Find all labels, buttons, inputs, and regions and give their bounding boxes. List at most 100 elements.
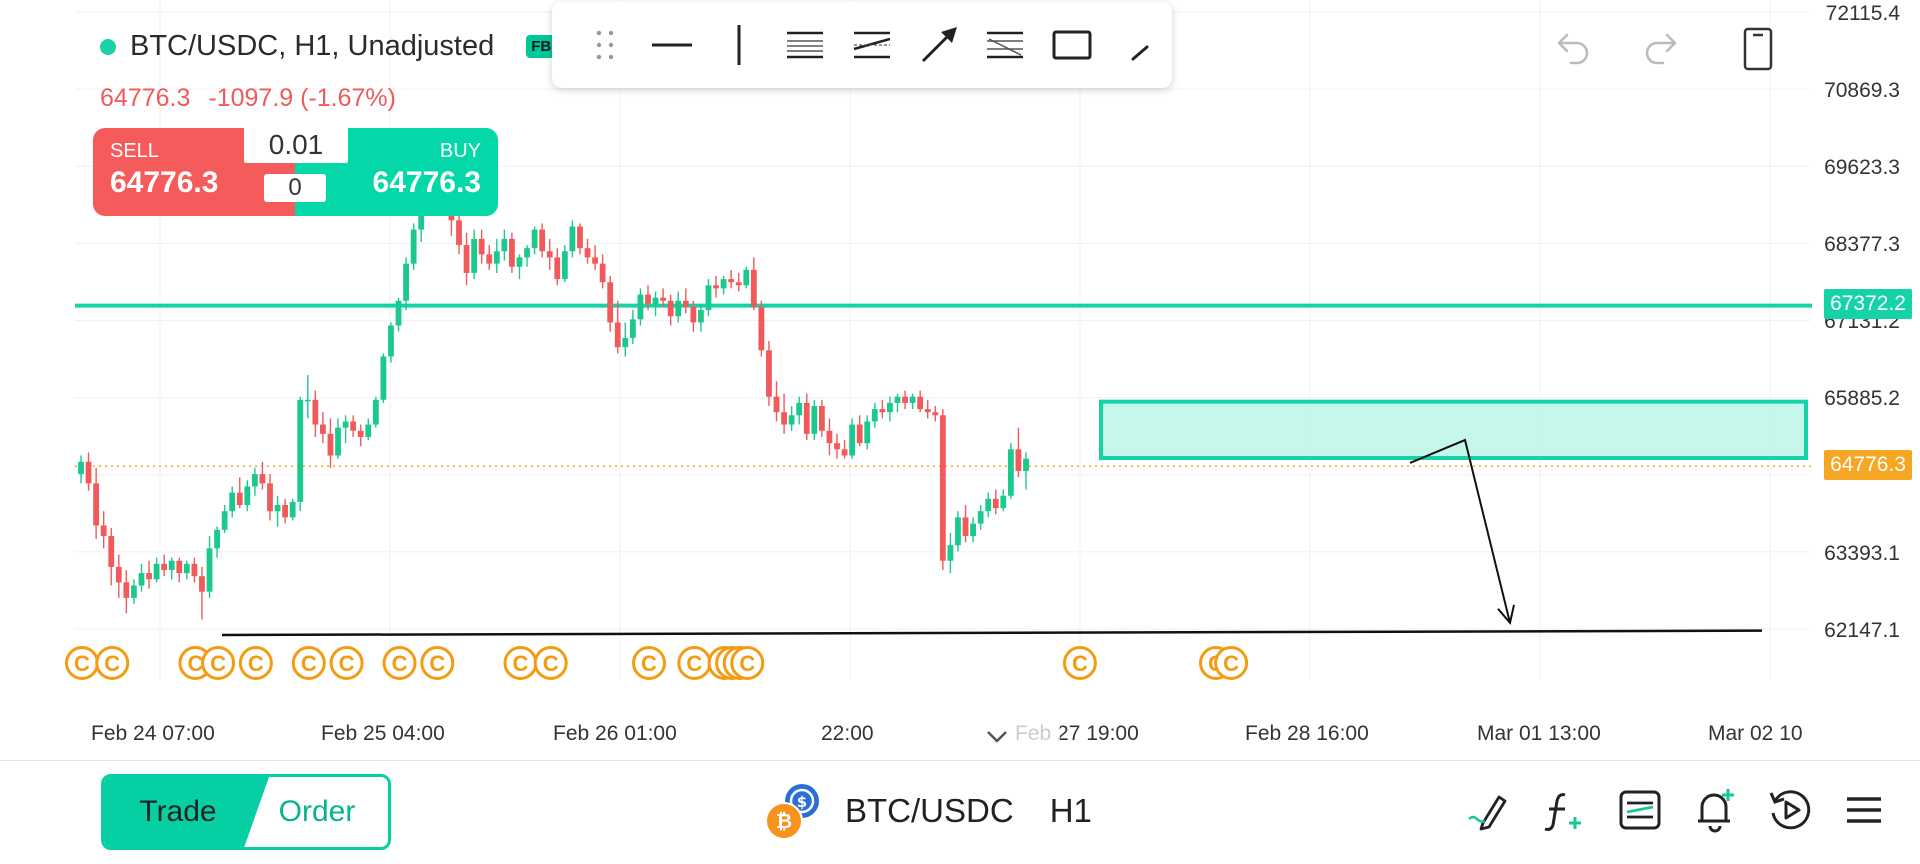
candle-body bbox=[743, 269, 750, 286]
candle-body bbox=[871, 409, 878, 422]
candle-body bbox=[236, 492, 243, 506]
candle-body bbox=[577, 226, 583, 249]
candle-body bbox=[199, 576, 205, 592]
candle-body bbox=[834, 443, 840, 450]
candle-body bbox=[320, 424, 326, 434]
horizontal-line-icon[interactable] bbox=[639, 10, 706, 80]
candle-body bbox=[123, 582, 130, 598]
candle-body bbox=[902, 396, 908, 403]
event-marker-letter: C bbox=[543, 651, 559, 676]
replay-icon[interactable] bbox=[1764, 784, 1816, 836]
symbol-title[interactable]: BTC/USDC, H1, Unadjusted FB bbox=[100, 30, 557, 63]
candle-body bbox=[410, 229, 417, 264]
chart-area[interactable]: CCCCCCCCCCCCCCCCCCCC BTC/USDC, H1, Unadj… bbox=[0, 0, 1920, 760]
event-marker-letter: C bbox=[339, 651, 355, 676]
candle-body bbox=[176, 560, 183, 574]
price-label: 70869.3 bbox=[1824, 79, 1900, 102]
last-price: 64776.3 bbox=[100, 84, 191, 112]
drag-handle-icon[interactable] bbox=[572, 10, 639, 80]
indicators-icon[interactable] bbox=[1538, 784, 1590, 836]
support-line bbox=[221, 629, 1763, 637]
supply-zone-rectangle bbox=[1099, 399, 1808, 460]
candle-body bbox=[849, 424, 856, 456]
candle-body bbox=[304, 399, 311, 402]
sell-button[interactable]: SELL 64776.3 bbox=[93, 128, 295, 216]
candle-body bbox=[501, 238, 508, 252]
horizontal-line-price-tag[interactable]: 67372.2 bbox=[1824, 289, 1912, 319]
lot-size-input[interactable]: 0.01 bbox=[244, 127, 348, 163]
candle-body bbox=[977, 511, 984, 524]
candle-body bbox=[841, 449, 848, 456]
trend-channel-icon[interactable] bbox=[839, 10, 906, 80]
candle-body bbox=[569, 226, 576, 252]
event-marker bbox=[382, 646, 417, 680]
event-marker-letter: C bbox=[1223, 651, 1239, 676]
candle-body bbox=[781, 412, 787, 425]
candle-body bbox=[524, 248, 530, 258]
timeframe-selector[interactable]: H1 bbox=[1049, 792, 1092, 829]
candle-body bbox=[667, 300, 674, 317]
chevron-down-icon[interactable] bbox=[985, 728, 1009, 749]
arrow-icon[interactable] bbox=[905, 10, 972, 80]
candle-body bbox=[1015, 449, 1022, 471]
candle-body bbox=[546, 251, 553, 258]
candle-body bbox=[327, 433, 334, 456]
candle-body bbox=[493, 251, 500, 264]
fb-badge[interactable]: FB bbox=[526, 35, 557, 58]
trade-tab-background bbox=[104, 777, 269, 847]
candle-body bbox=[312, 399, 319, 425]
candle-body bbox=[516, 257, 523, 267]
candle-body bbox=[629, 319, 636, 338]
price-chart[interactable]: CCCCCCCCCCCCCCCCCCCC bbox=[0, 0, 1920, 760]
price-label: 69623.3 bbox=[1824, 156, 1900, 179]
fib-retracement-icon[interactable] bbox=[972, 10, 1039, 80]
candle-body bbox=[395, 300, 402, 326]
alerts-icon[interactable] bbox=[1689, 784, 1741, 836]
candle-body bbox=[153, 563, 160, 580]
candle-body bbox=[660, 297, 667, 301]
candle-body bbox=[698, 310, 704, 323]
event-marker-letter: C bbox=[74, 651, 90, 676]
rectangle-icon[interactable] bbox=[1039, 10, 1106, 80]
event-marker bbox=[291, 646, 326, 680]
symbol-selector[interactable]: $ ₿ BTC/USDC H1 bbox=[765, 782, 1092, 840]
tab-order[interactable]: Order bbox=[278, 795, 356, 828]
candle-body bbox=[85, 461, 92, 484]
candle-body bbox=[486, 254, 493, 264]
candle-body bbox=[1023, 458, 1029, 471]
undo-icon[interactable] bbox=[1548, 24, 1598, 74]
portrait-screen-icon[interactable] bbox=[1733, 24, 1783, 74]
event-marker-letter: C bbox=[187, 651, 203, 676]
candle-body bbox=[138, 573, 145, 586]
candle-body bbox=[856, 424, 863, 444]
candle-body bbox=[509, 238, 515, 267]
redo-icon[interactable] bbox=[1636, 24, 1686, 74]
candle-body bbox=[932, 412, 939, 416]
price-label: 65885.2 bbox=[1824, 387, 1900, 410]
candle-body bbox=[682, 300, 689, 307]
candle-body bbox=[720, 279, 727, 289]
templates-icon[interactable] bbox=[1614, 784, 1666, 836]
event-marker-letter: C bbox=[104, 651, 120, 676]
candle-body bbox=[728, 279, 735, 283]
vertical-line-icon[interactable] bbox=[705, 10, 772, 80]
candle-body bbox=[607, 282, 614, 323]
tab-trade[interactable]: Trade bbox=[139, 795, 217, 828]
parallel-channel-icon[interactable] bbox=[772, 10, 839, 80]
candle-body bbox=[108, 535, 115, 567]
candle-body bbox=[766, 350, 772, 397]
event-marker-letter: C bbox=[210, 651, 226, 676]
menu-icon[interactable] bbox=[1838, 784, 1890, 836]
buy-label: BUY bbox=[439, 140, 481, 162]
candle-body bbox=[531, 229, 538, 249]
event-marker bbox=[1062, 646, 1097, 680]
event-marker-letter: C bbox=[392, 651, 408, 676]
candle-body bbox=[939, 415, 946, 561]
candle-body bbox=[637, 294, 644, 320]
candle-body bbox=[471, 238, 478, 273]
candle-body bbox=[335, 427, 341, 456]
candle-body bbox=[229, 492, 236, 512]
draw-tools-icon[interactable] bbox=[1462, 784, 1514, 836]
candle-body bbox=[955, 517, 961, 546]
brush-icon[interactable] bbox=[1105, 10, 1172, 80]
